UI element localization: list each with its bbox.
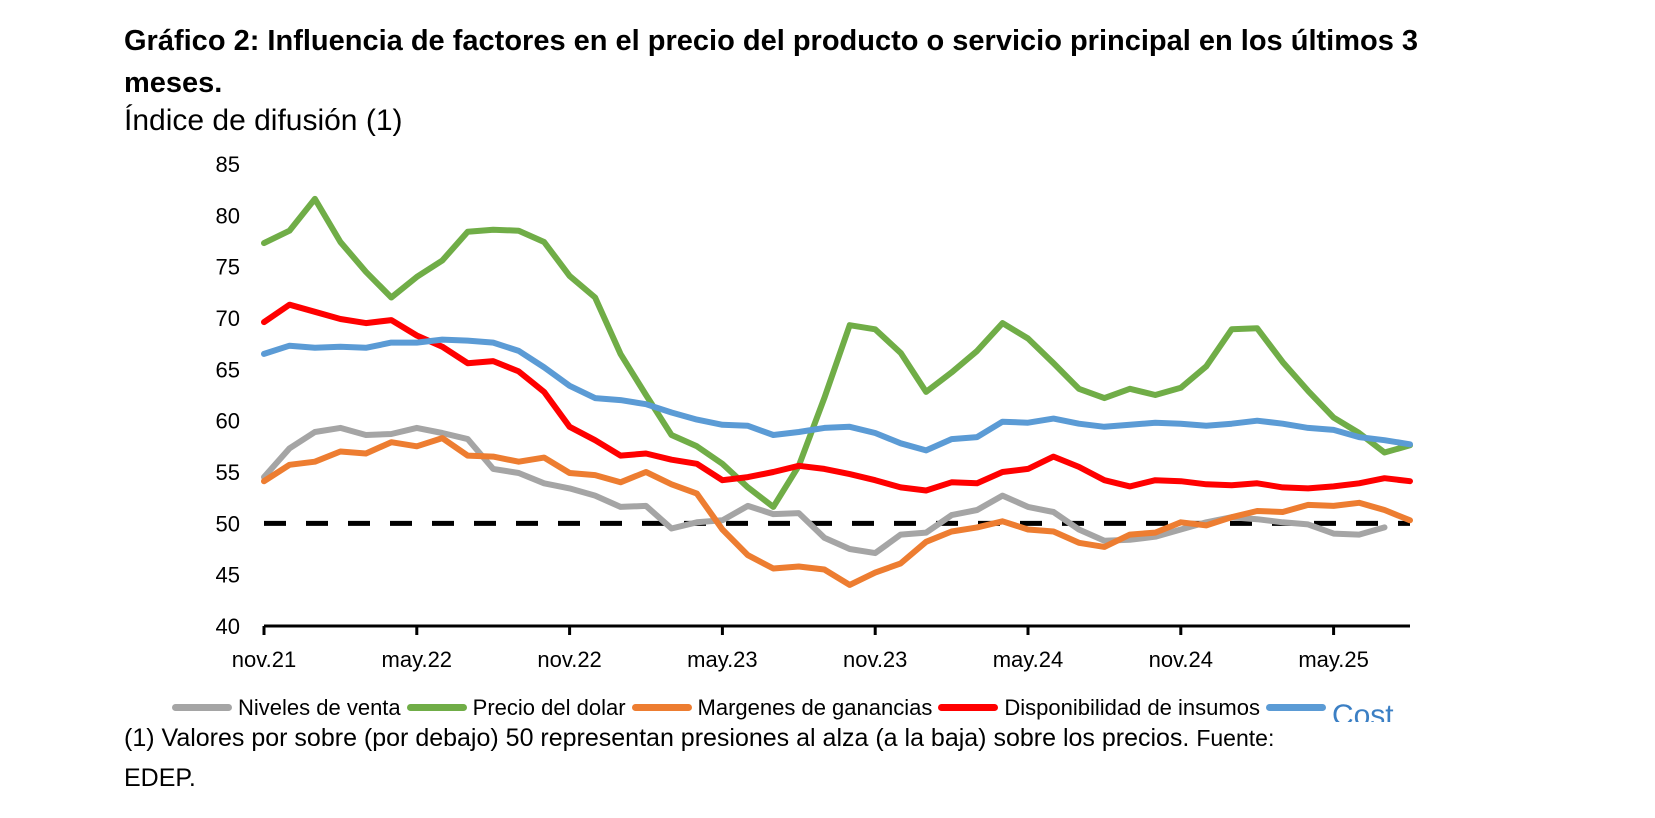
x-tick-label: may.25: [1298, 647, 1369, 672]
x-tick-label: nov.22: [537, 647, 601, 672]
chart-subtitle: Índice de difusión (1): [124, 104, 403, 137]
x-tick-label: may.23: [687, 647, 758, 672]
legend-label: Margenes de ganancias: [697, 694, 933, 720]
y-tick-label: 50: [216, 511, 240, 536]
y-tick-label: 75: [216, 255, 240, 280]
footnote-source-name: EDEP.: [124, 764, 196, 792]
legend-label: Disponibilidad de insumos: [1004, 694, 1260, 720]
y-axis-ticks: 40 45 50 55 60 65 70 75 80 85: [216, 152, 240, 639]
x-tick-label: nov.23: [843, 647, 907, 672]
x-tick-label: may.24: [993, 647, 1064, 672]
legend-swatch: [172, 704, 232, 711]
series-line-precio-del-dolar: [261, 195, 1413, 510]
series-line-disponibilidad-de-insumos: [261, 301, 1413, 494]
legend-label: Cost: [1331, 698, 1394, 723]
legend-item-precio-del-dolar: Precio del dolar: [406, 690, 626, 723]
y-tick-label: 40: [216, 614, 240, 639]
footnote-source-label: Fuente:: [1196, 725, 1275, 751]
series-line-margenes-de-ganancias: [261, 435, 1413, 588]
legend-swatch: [938, 704, 999, 711]
chart-title: Gráfico 2: Influencia de factores en el …: [124, 25, 1419, 99]
legend-item-cost: Cost: [1265, 690, 1394, 723]
line-chart: 40 45 50 55 60 65 70 75 80 85 nov.21 may.22 nov.22 m…: [216, 152, 1413, 672]
series-line-cost: [261, 336, 1413, 454]
legend-item-niveles-de-venta: Niveles de venta: [172, 690, 401, 723]
legend-item-margenes-de-ganancias: Margenes de ganancias: [631, 690, 933, 723]
legend-label: Niveles de venta: [238, 694, 401, 720]
legend-label: Precio del dolar: [472, 694, 626, 720]
y-tick-label: 65: [216, 357, 240, 382]
y-tick-label: 55: [216, 460, 240, 485]
footnote: (1) Valores por sobre (por debajo) 50 re…: [124, 718, 1424, 798]
y-tick-label: 45: [216, 563, 240, 588]
x-tick-label: may.22: [382, 647, 453, 672]
footnote-text: (1) Valores por sobre (por debajo) 50 re…: [124, 724, 1190, 752]
legend-swatch: [631, 704, 692, 711]
y-tick-label: 70: [216, 306, 240, 331]
legend-swatch: [1265, 704, 1326, 711]
y-tick-label: 80: [216, 203, 240, 228]
chart-legend: Niveles de venta Precio del dolar Margenes…: [172, 686, 1472, 722]
y-tick-label: 60: [216, 409, 240, 434]
x-tick-label: nov.24: [1149, 647, 1213, 672]
legend-swatch: [406, 704, 467, 711]
series-lines: [261, 195, 1413, 588]
y-tick-label: 85: [216, 152, 240, 177]
series-line-niveles-de-venta: [261, 424, 1388, 557]
x-tick-label: nov.21: [232, 647, 296, 672]
legend-item-disponibilidad-de-insumos: Disponibilidad de insumos: [938, 690, 1260, 723]
x-axis: nov.21 may.22 nov.22 may.23 nov.23 may.24 nov.…: [232, 624, 1410, 672]
